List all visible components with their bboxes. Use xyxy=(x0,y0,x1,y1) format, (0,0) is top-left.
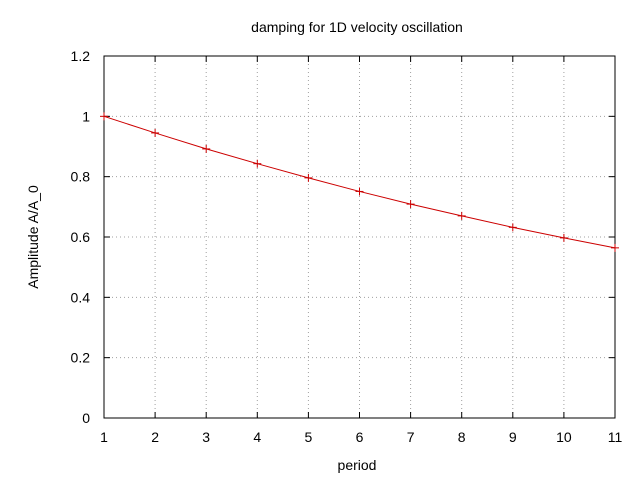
y-tick-label: 1.2 xyxy=(71,48,91,64)
x-tick-label: 7 xyxy=(407,429,415,445)
tick-labels: 1 2 3 4 5 6 7 8 9 10 11 0 0.2 0.4 0.6 0.8 1 1.2 xyxy=(71,48,623,445)
data-point xyxy=(304,173,313,182)
data-point xyxy=(508,223,517,232)
x-axis-label: period xyxy=(338,457,377,473)
x-tick-label: 5 xyxy=(305,429,313,445)
x-tick-label: 3 xyxy=(202,429,210,445)
grid xyxy=(104,56,615,418)
y-tick-label: 1 xyxy=(82,108,90,124)
x-tick-label: 10 xyxy=(556,429,572,445)
x-tick-label: 11 xyxy=(608,429,623,445)
y-tick-label: 0 xyxy=(82,410,90,426)
y-tick-label: 0.4 xyxy=(71,289,91,305)
data-point xyxy=(151,128,160,137)
x-tick-label: 2 xyxy=(151,429,159,445)
y-tick-label: 0.2 xyxy=(71,350,91,366)
y-tick-label: 0.8 xyxy=(71,169,91,185)
data-point xyxy=(253,159,262,168)
data-point xyxy=(100,112,108,121)
x-tick-label: 9 xyxy=(509,429,517,445)
x-tick-label: 6 xyxy=(356,429,364,445)
x-tick-label: 4 xyxy=(253,429,261,445)
data-point xyxy=(355,187,364,196)
y-tick-label: 0.6 xyxy=(71,229,91,245)
series-layer xyxy=(100,112,619,252)
data-point xyxy=(457,211,466,220)
x-tick-label: 1 xyxy=(100,429,108,445)
chart-title: damping for 1D velocity oscillation xyxy=(251,19,463,35)
data-point xyxy=(559,233,568,242)
x-tick-label: 8 xyxy=(458,429,466,445)
axis-ticks xyxy=(103,55,616,419)
data-point xyxy=(406,200,415,209)
data-point xyxy=(611,243,619,252)
y-axis-label: Amplitude A/A_0 xyxy=(25,185,41,289)
data-point xyxy=(202,144,211,153)
